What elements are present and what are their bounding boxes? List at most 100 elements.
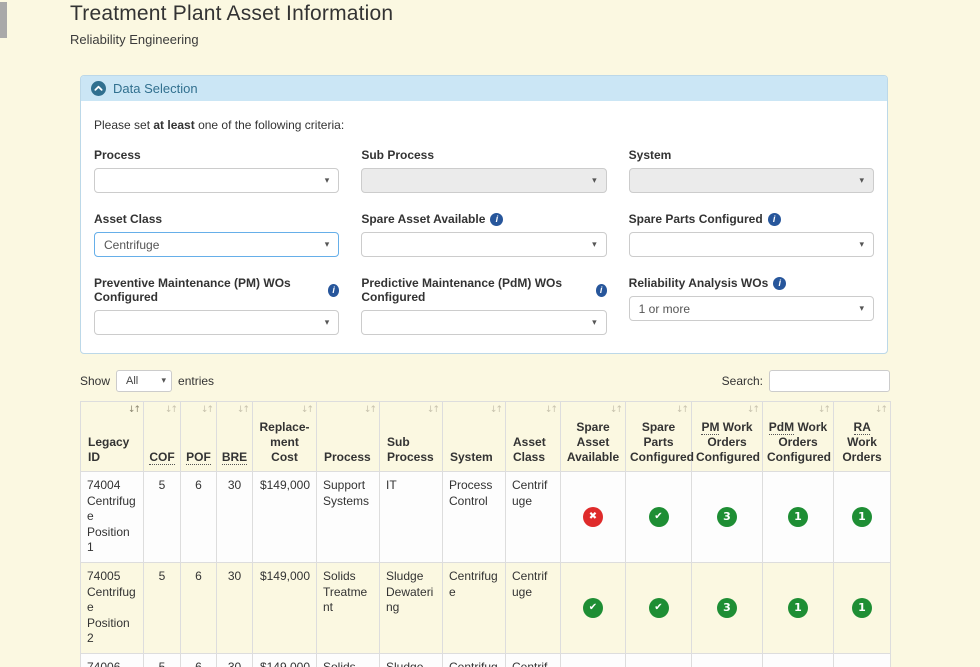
column-header-legacy-id[interactable]: ↓↑ Legacy ID: [80, 401, 144, 472]
select-sub-process: ▾: [361, 168, 607, 193]
entries-control: Show All ▾ entries: [80, 370, 214, 392]
data-selection-panel-header[interactable]: Data Selection: [81, 76, 887, 101]
column-header-process[interactable]: ↓↑ Process: [316, 401, 380, 472]
cell-bre: 30: [216, 652, 253, 667]
column-header-text: Legacy ID: [88, 435, 130, 464]
scrollbar-artifact: [0, 2, 7, 38]
table-row: 74005 Centrifuge Position 2 5 6 30 $149,000 S…: [80, 561, 891, 654]
field-label-text: Spare Asset Available: [361, 212, 486, 226]
sort-icon: ↓↑: [874, 405, 888, 415]
info-icon[interactable]: i: [595, 283, 607, 297]
criteria-grid: Process ▾ Sub Process ▾ System ▾ Asset Class Ce…: [94, 148, 874, 335]
info-icon[interactable]: i: [490, 212, 504, 226]
column-header-text: Process: [324, 450, 371, 464]
cell-spare-asset-available: ✔: [560, 652, 626, 667]
select-spare-parts-configured[interactable]: ▾: [628, 232, 874, 257]
cell-pdm-work-orders-configured: 1: [762, 652, 834, 667]
cell-process: Solids Treatment: [316, 652, 380, 667]
column-header-text: PM: [701, 420, 720, 435]
select-reliability-analysis-wos[interactable]: 1 or more ▾: [628, 296, 874, 321]
sort-icon: ↓↑: [489, 405, 503, 415]
entries-label: entries: [178, 374, 215, 388]
count-badge: 1: [788, 506, 808, 527]
column-header-spare-asset-available[interactable]: ↓↑ Spare Asset Available: [560, 401, 626, 472]
column-header-text: Work Orders Configured: [696, 420, 760, 464]
entries-select[interactable]: All ▾: [116, 370, 173, 392]
column-header-text: Asset Class: [513, 435, 546, 464]
sort-icon: ↓↑: [544, 405, 558, 415]
cell-sub-process: IT: [379, 471, 443, 563]
column-header-label: Spare Asset Available: [565, 420, 621, 465]
column-header-sub-process[interactable]: ↓↑ Sub Process: [379, 401, 443, 472]
field-sub-process: Sub Process ▾: [361, 148, 607, 193]
sort-icon: ↓↑: [609, 405, 623, 415]
sort-icon: ↓↑: [817, 405, 831, 415]
cell-pof: 6: [180, 652, 217, 667]
select-asset-class[interactable]: Centrifuge ▾: [94, 232, 340, 257]
select-system: ▾: [628, 168, 874, 193]
column-header-replace-ment-cost[interactable]: ↓↑ Replace-ment Cost: [252, 401, 317, 472]
column-header-text: Work Orders: [842, 435, 882, 464]
field-spare-parts-configured: Spare Parts Configured i ▾: [628, 212, 874, 257]
info-icon[interactable]: i: [328, 283, 340, 297]
column-header-spare-parts-configured[interactable]: ↓↑ Spare Parts Configured: [625, 401, 694, 472]
asset-table-body: 74004 Centrifuge Position 1 5 6 30 $149,000 S…: [80, 471, 891, 667]
field-label: Process: [94, 148, 339, 162]
field-label-text: Predictive Maintenance (PdM) WOs Configu…: [361, 276, 563, 304]
column-header-asset-class[interactable]: ↓↑ Asset Class: [505, 401, 561, 472]
column-header-label: COF: [148, 450, 176, 465]
column-header-pdm-work-orders-configured[interactable]: ↓↑ PdM Work Orders Configured: [762, 401, 834, 472]
field-label-text: Reliability Analysis WOs: [628, 276, 769, 290]
cell-cof: 5: [143, 652, 181, 667]
cell-process: Support Systems: [316, 471, 380, 563]
column-header-pm-work-orders-configured[interactable]: ↓↑ PM Work Orders Configured: [691, 401, 763, 472]
field-system: System ▾: [628, 148, 874, 193]
column-header-pof[interactable]: ↓↑ POF: [180, 401, 217, 472]
chevron-down-icon: ▾: [859, 239, 864, 250]
sort-icon: ↓↑: [200, 405, 214, 415]
cell-pm-work-orders-configured: 3: [691, 471, 763, 563]
field-reliability-analysis-wos: Reliability Analysis WOs i 1 or more ▾: [628, 276, 874, 335]
search-input[interactable]: [769, 370, 890, 392]
select-spare-asset-available[interactable]: ▾: [361, 232, 607, 257]
asset-table-head: ↓↑ Legacy ID ↓↑ COF ↓↑ POF ↓↑ BRE ↓↑ Replace-ment…: [80, 401, 891, 472]
column-header-system[interactable]: ↓↑ System: [442, 401, 506, 472]
field-label-text: Asset Class: [94, 212, 163, 226]
select-predictive-maintenance-pdm-wos-configured[interactable]: ▾: [361, 310, 607, 335]
field-preventive-maintenance-pm-wos-configured: Preventive Maintenance (PM) WOs Configur…: [94, 276, 340, 335]
status-check-icon: ✔: [583, 597, 603, 618]
search-label: Search:: [721, 374, 763, 388]
cell-bre: 30: [216, 561, 253, 654]
column-header-label: Sub Process: [387, 435, 438, 465]
sort-icon: ↓↑: [746, 405, 760, 415]
column-header-label: System: [450, 450, 501, 465]
select-preventive-maintenance-pm-wos-configured[interactable]: ▾: [94, 310, 340, 335]
field-asset-class: Asset Class Centrifuge ▾: [94, 212, 340, 257]
chevron-down-icon: ▾: [324, 317, 330, 328]
field-label: Preventive Maintenance (PM) WOs Configur…: [94, 276, 340, 304]
column-header-label: Replace-ment Cost: [257, 420, 312, 465]
table-row: 74004 Centrifuge Position 1 5 6 30 $149,000 S…: [80, 471, 891, 563]
status-cross-icon: ✖: [583, 506, 603, 527]
select-process[interactable]: ▾: [94, 168, 340, 193]
sort-icon: ↓↑: [675, 405, 689, 415]
info-icon[interactable]: i: [767, 212, 781, 226]
info-icon[interactable]: i: [773, 276, 787, 290]
entries-select-value: All: [126, 375, 139, 387]
select-value: Centrifuge: [104, 237, 160, 252]
panel-title: Data Selection: [113, 81, 198, 96]
show-label: Show: [80, 374, 111, 388]
field-label: Sub Process: [361, 148, 606, 162]
cell-legacy-id: 74006 Centrifuge Position 3: [80, 652, 144, 667]
column-header-text: Replace-ment Cost: [259, 420, 310, 464]
cell-asset-class: Centrifuge: [505, 471, 561, 563]
column-header-bre[interactable]: ↓↑ BRE: [216, 401, 253, 472]
column-header-ra-work-orders[interactable]: ↓↑ RA Work Orders: [833, 401, 891, 472]
column-header-cof[interactable]: ↓↑ COF: [143, 401, 181, 472]
collapse-chevron-up-icon[interactable]: [91, 81, 106, 96]
column-header-text: Spare Parts Configured: [630, 420, 694, 464]
column-header-text: BRE: [221, 450, 248, 465]
cell-asset-class: Centrifuge: [505, 561, 561, 654]
search-control: Search:: [722, 370, 890, 392]
column-header-label: Legacy ID: [88, 435, 139, 465]
